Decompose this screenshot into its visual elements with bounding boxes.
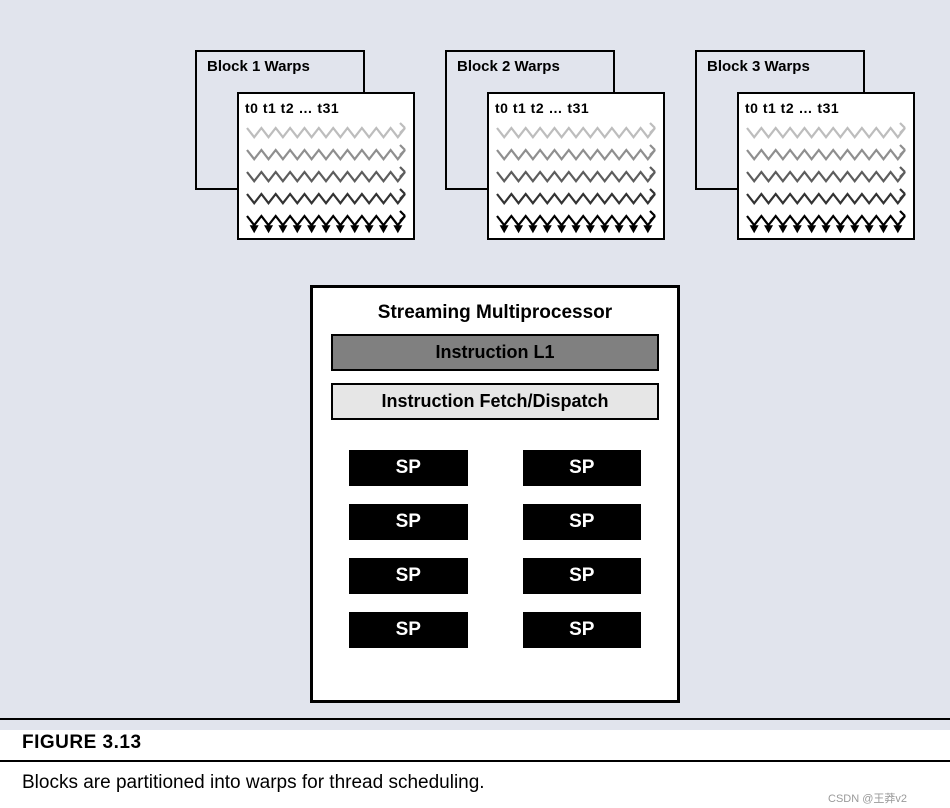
sp-cell: SP: [523, 612, 642, 648]
thread-labels: t0 t1 t2 … t31: [495, 100, 657, 116]
sp-grid: SP SP SP SP SP SP SP SP: [331, 432, 659, 648]
figure-label: FIGURE 3.13: [22, 732, 142, 754]
diagram-canvas: Block 1 Warps t0 t1 t2 … t31 Block 2 War…: [0, 0, 950, 730]
warp-block-front: t0 t1 t2 … t31: [487, 92, 665, 240]
warp-zigzag-icon: [495, 120, 657, 240]
warp-zigzag-icon: [245, 120, 407, 240]
instruction-fetch-dispatch-bar: Instruction Fetch/Dispatch: [331, 383, 659, 420]
warp-block-front: t0 t1 t2 … t31: [237, 92, 415, 240]
warp-block-title: Block 2 Warps: [457, 58, 560, 75]
warp-blocks-row: Block 1 Warps t0 t1 t2 … t31 Block 2 War…: [195, 50, 915, 240]
sp-cell: SP: [523, 450, 642, 486]
sp-cell: SP: [523, 558, 642, 594]
sp-cell: SP: [349, 450, 468, 486]
sp-cell: SP: [349, 612, 468, 648]
figure-rule-top: [0, 718, 950, 720]
sp-cell: SP: [523, 504, 642, 540]
sp-cell: SP: [349, 558, 468, 594]
figure-caption: Blocks are partitioned into warps for th…: [22, 772, 485, 794]
sm-title: Streaming Multiprocessor: [331, 302, 659, 324]
warp-block-title: Block 1 Warps: [207, 58, 310, 75]
figure-rule-mid: [0, 760, 950, 762]
instruction-l1-label: Instruction L1: [435, 342, 554, 362]
thread-labels: t0 t1 t2 … t31: [245, 100, 407, 116]
warp-block-1: Block 1 Warps t0 t1 t2 … t31: [195, 50, 415, 240]
warp-block-front: t0 t1 t2 … t31: [737, 92, 915, 240]
thread-labels: t0 t1 t2 … t31: [745, 100, 907, 116]
instruction-fetch-dispatch-label: Instruction Fetch/Dispatch: [381, 391, 608, 411]
warp-block-title: Block 3 Warps: [707, 58, 810, 75]
warp-zigzag-icon: [745, 120, 907, 240]
streaming-multiprocessor-box: Streaming Multiprocessor Instruction L1 …: [310, 285, 680, 703]
watermark-text: CSDN @王莽v2: [828, 790, 907, 806]
sp-cell: SP: [349, 504, 468, 540]
warp-block-3: Block 3 Warps t0 t1 t2 … t31: [695, 50, 915, 240]
instruction-l1-bar: Instruction L1: [331, 334, 659, 371]
warp-block-2: Block 2 Warps t0 t1 t2 … t31: [445, 50, 665, 240]
